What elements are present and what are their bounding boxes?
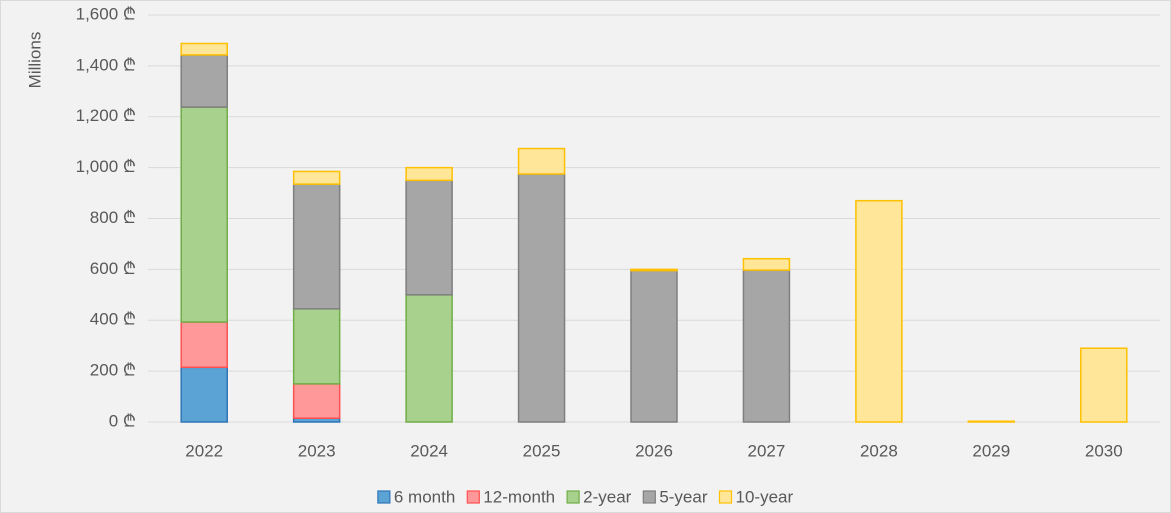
y-tick-label: 200 ₾ (90, 361, 136, 380)
bar-segment (742, 269, 791, 423)
legend-label: 12-month (483, 487, 555, 506)
bar-segment (180, 106, 228, 323)
bar-segment (967, 420, 1016, 423)
y-axis-title: Millions (25, 32, 44, 89)
legend-swatch (718, 490, 733, 504)
y-tick-label: 400 ₾ (90, 310, 136, 329)
bar-segment (405, 179, 453, 296)
x-tick-label: 2029 (972, 441, 1010, 460)
legend-swatch (466, 490, 480, 504)
y-tick-label: 1,000 ₾ (76, 157, 136, 176)
bar-segment (405, 294, 453, 423)
x-tick-label: 2030 (1085, 441, 1123, 460)
legend-label: 10-year (736, 487, 794, 506)
x-tick-label: 2026 (635, 441, 673, 460)
bar-segment (405, 166, 453, 182)
legend-label: 5-year (659, 487, 708, 506)
x-tick-label: 2024 (410, 441, 448, 460)
y-tick-label: 0 ₾ (109, 411, 136, 430)
bar-segment (292, 383, 341, 419)
y-tick-label: 600 ₾ (90, 259, 136, 278)
y-tick-label: 800 ₾ (90, 208, 136, 227)
x-tick-label: 2025 (523, 441, 561, 460)
bar-segment (180, 321, 228, 369)
bar-segment (1080, 347, 1128, 423)
y-tick-label: 1,600 ₾ (76, 4, 136, 23)
bar-segment (292, 183, 341, 310)
legend-label: 6 month (394, 487, 455, 506)
bar-segment (180, 54, 228, 108)
bar-segment (630, 269, 678, 423)
y-tick-label: 1,200 ₾ (76, 106, 136, 125)
legend-swatch (642, 490, 656, 504)
legend-swatch (377, 490, 391, 504)
x-tick-label: 2028 (860, 441, 898, 460)
bar-segment (292, 170, 341, 185)
bar-segment (180, 366, 228, 423)
bar-segment (630, 268, 678, 272)
bar-segment (180, 42, 228, 56)
bar-segment (742, 257, 791, 271)
bar-segment (292, 308, 341, 385)
bar-segment (517, 173, 566, 423)
legend-swatch (566, 490, 580, 504)
x-tick-label: 2022 (185, 441, 223, 460)
bar-segment (517, 147, 566, 175)
x-tick-label: 2023 (298, 441, 336, 460)
legend-label: 2-year (583, 487, 632, 506)
bar-segment (855, 199, 903, 423)
x-tick-label: 2027 (748, 441, 786, 460)
y-tick-label: 1,400 ₾ (76, 55, 136, 74)
